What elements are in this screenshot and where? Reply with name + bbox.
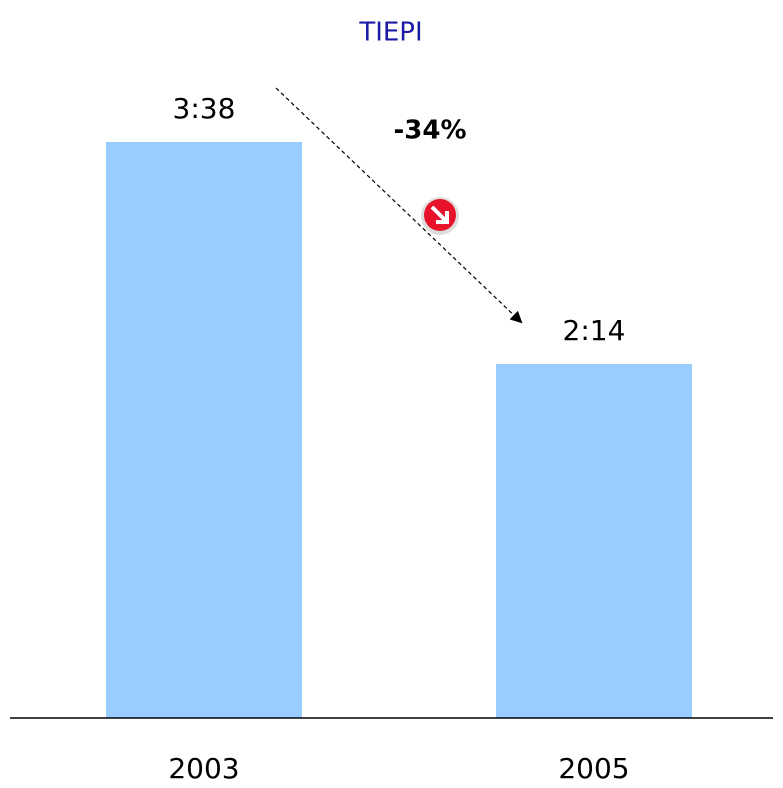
value-label: 3:38 bbox=[173, 92, 236, 125]
down-icon bbox=[421, 197, 459, 235]
value-label: 2:14 bbox=[563, 314, 626, 347]
x-tick-label: 2003 bbox=[168, 752, 239, 784]
chart-title: TIEPI bbox=[358, 18, 422, 48]
x-tick-label: 2005 bbox=[558, 752, 629, 784]
trend-arrow bbox=[275, 87, 523, 324]
bar bbox=[106, 142, 302, 718]
change-annotation: -34% bbox=[393, 116, 466, 146]
bar bbox=[496, 363, 692, 718]
